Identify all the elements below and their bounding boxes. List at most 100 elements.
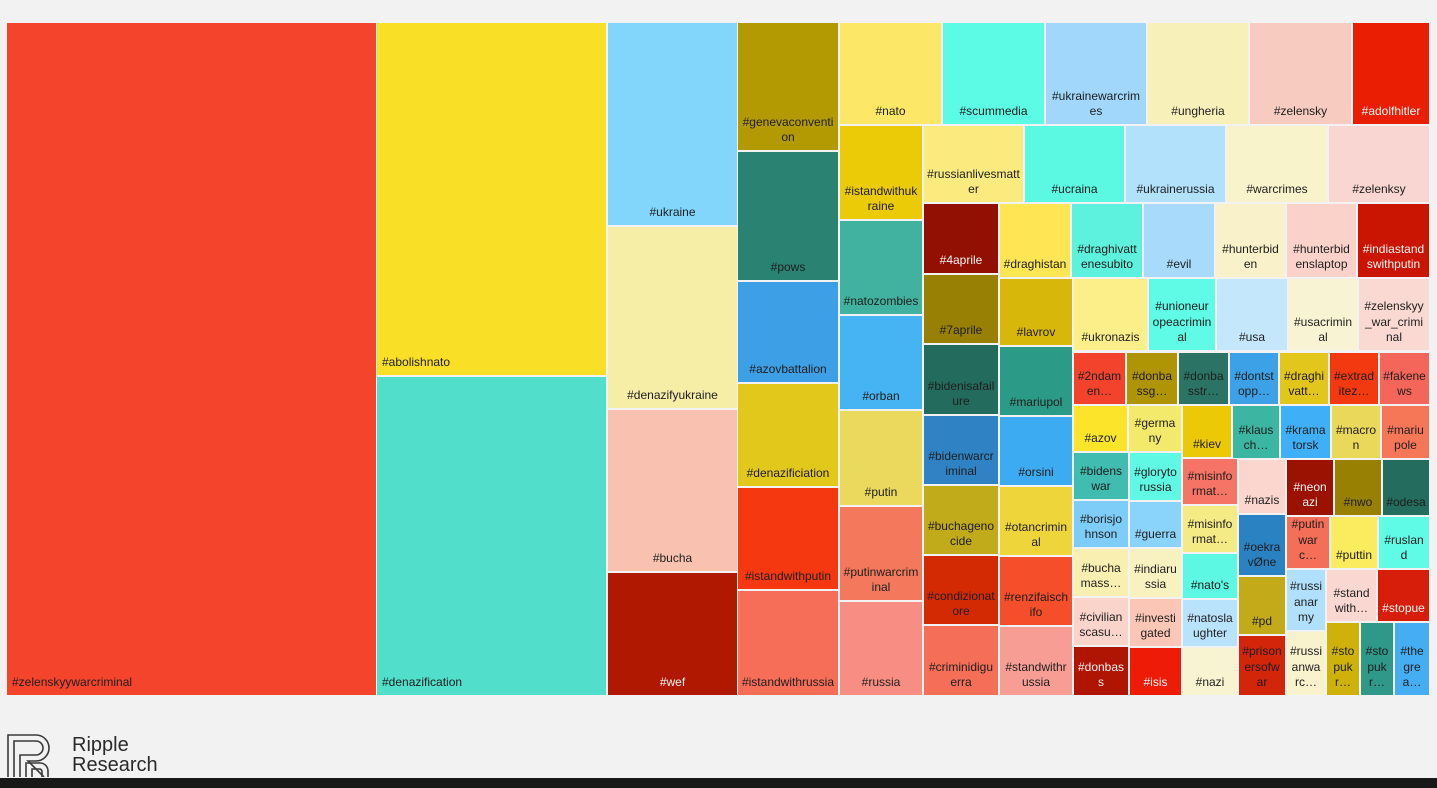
treemap-tile[interactable]: #oekravØne [1239,515,1285,575]
treemap-tile[interactable]: #azovbattalion [738,282,838,382]
treemap-tile[interactable]: #7aprile [924,275,998,343]
treemap-tile[interactable]: #2ndamen… [1074,353,1125,404]
treemap-tile[interactable]: #warcrimes [1227,126,1327,202]
treemap-tile[interactable]: #dontstopp… [1230,353,1278,404]
treemap-tile[interactable]: #ukrainerussia [1126,126,1225,202]
treemap-tile[interactable]: #usacriminal [1289,279,1357,350]
treemap-tile[interactable]: #donbasstr… [1179,353,1228,404]
treemap-tile[interactable]: #kiev [1183,406,1231,457]
treemap-tile[interactable]: #russia [840,602,922,695]
treemap-tile[interactable]: #scummedia [943,23,1044,124]
treemap-tile[interactable]: #nazis [1239,460,1285,513]
treemap-tile[interactable]: #indiastandswithputin [1358,204,1429,277]
treemap-tile[interactable]: #denazificiation [738,384,838,486]
treemap-tile[interactable]: #zelenksy [1329,126,1429,202]
treemap-tile[interactable]: #draghivattenesubito [1072,204,1142,277]
treemap-tile[interactable]: #puttin [1331,517,1377,568]
treemap-tile[interactable]: #hunterbidenslaptop [1287,204,1356,277]
treemap-tile[interactable]: #istandwithrussia [738,591,838,695]
treemap-tile[interactable]: #extraditez… [1330,353,1378,404]
treemap-tile[interactable]: #zelensky [1250,23,1351,124]
treemap-tile[interactable]: #unioneuropeacriminal [1149,279,1215,350]
treemap-tile[interactable]: #draghivatt… [1280,353,1328,404]
treemap-tile[interactable]: #zelenskyywarcriminal [7,23,376,695]
treemap-tile[interactable]: #guerra [1130,502,1181,547]
treemap-tile[interactable]: #standwithrussia [1000,627,1072,695]
treemap-tile[interactable]: #rusland [1379,517,1429,568]
treemap-tile[interactable]: #borisjohnson [1074,501,1128,547]
treemap-tile[interactable]: #ukrainewarcrimes [1046,23,1146,124]
treemap-tile[interactable]: #nato [840,23,941,124]
treemap-tile[interactable]: #donbass [1074,647,1128,695]
treemap-tile[interactable]: #bidenisafailure [924,345,998,414]
treemap-tile[interactable]: #evil [1144,204,1214,277]
treemap-tile[interactable]: #buchagenocide [924,486,998,554]
treemap-tile[interactable]: #draghistan [1000,204,1070,277]
treemap-tile[interactable]: #putinwarc… [1287,517,1329,568]
treemap-tile[interactable]: #bidenwarcriminal [924,416,998,484]
treemap-tile[interactable]: #genevaconvention [738,23,838,150]
treemap-tile[interactable]: #usa [1217,279,1287,350]
treemap-tile[interactable]: #fakenews [1380,353,1429,404]
treemap-tile[interactable]: #pows [738,152,838,280]
treemap-tile[interactable]: #orsini [1000,417,1072,485]
treemap-tile[interactable]: #investigated [1130,599,1181,646]
treemap-tile[interactable]: #russianarmy [1287,570,1325,630]
treemap-tile[interactable]: #buchamass… [1074,549,1128,596]
treemap-tile[interactable]: #isis [1130,648,1181,695]
treemap-tile[interactable]: #abolishnato [377,23,606,375]
treemap-tile[interactable]: #putin [840,411,922,505]
treemap-tile[interactable]: #russianwarc… [1287,632,1325,695]
treemap-tile[interactable]: #pd [1239,577,1285,634]
treemap-tile[interactable]: #prisonersofwar [1239,636,1285,695]
treemap-tile[interactable]: #ukronazis [1074,279,1147,350]
treemap-tile[interactable]: #adolfhitler [1353,23,1429,124]
treemap-tile[interactable]: #bucha [608,410,737,571]
treemap-tile[interactable]: #ucraina [1025,126,1124,202]
treemap-tile[interactable]: #civilianscasu… [1074,598,1128,645]
treemap-tile[interactable]: #stopukr… [1327,623,1359,695]
treemap-tile[interactable]: #lavrov [1000,279,1072,345]
treemap-tile[interactable]: #natozombies [840,221,922,314]
treemap-tile[interactable]: #ungheria [1148,23,1248,124]
treemap-tile[interactable]: #nwo [1335,460,1381,515]
treemap-tile[interactable]: #criminidiguerra [924,626,998,695]
treemap-tile[interactable]: #macron [1332,406,1380,458]
treemap-tile[interactable]: #denazification [377,377,606,695]
treemap-tile[interactable]: #azov [1074,406,1127,451]
treemap-tile[interactable]: #mariupol [1000,347,1072,415]
treemap-tile[interactable]: #donbassg… [1127,353,1177,404]
treemap-tile[interactable]: #nazi [1183,648,1237,695]
treemap-tile[interactable]: #istandwithukraine [840,126,922,219]
treemap-tile[interactable]: #stopue [1378,570,1429,621]
treemap-tile[interactable]: #mariupole [1382,406,1429,458]
treemap-tile[interactable]: #putinwarcriminal [840,507,922,600]
treemap-tile[interactable]: #neonazi [1287,460,1333,515]
treemap-tile[interactable]: #nato's [1183,554,1237,598]
treemap-tile[interactable]: #thegrea… [1395,623,1429,695]
treemap-tile[interactable]: #kramatorsk [1281,406,1330,458]
treemap-tile[interactable]: #otancriminal [1000,487,1072,555]
treemap-tile[interactable]: #misinformat… [1183,506,1237,552]
treemap-tile[interactable]: #glorytorussia [1130,453,1181,500]
treemap-tile[interactable]: #odesa [1383,460,1429,515]
treemap-tile[interactable]: #orban [840,316,922,409]
treemap-tile[interactable]: #renzifaischifo [1000,557,1072,625]
treemap-tile[interactable]: #4aprile [924,204,998,273]
treemap-tile[interactable]: #indiarussia [1130,549,1181,597]
treemap-tile[interactable]: #ukraine [608,23,737,225]
treemap-tile[interactable]: #klausch… [1233,406,1279,458]
treemap-tile[interactable]: #misinformat… [1183,459,1237,504]
treemap-tile[interactable]: #bidenswar [1074,453,1128,499]
treemap-tile[interactable]: #zelenskyy_war_criminal [1359,279,1429,350]
treemap-tile[interactable]: #istandwithputin [738,488,838,589]
treemap-tile[interactable]: #russianlivesmatter [924,126,1023,202]
treemap-tile[interactable]: #stopukr… [1361,623,1393,695]
treemap-tile[interactable]: #germany [1129,406,1181,451]
treemap-tile[interactable]: #denazifyukraine [608,227,737,408]
treemap-tile[interactable]: #hunterbiden [1216,204,1285,277]
treemap-tile[interactable]: #wef [608,573,737,695]
treemap-tile[interactable]: #condizionatore [924,556,998,624]
treemap-tile[interactable]: #natoslaughter [1183,600,1237,646]
treemap-tile[interactable]: #standwith… [1327,570,1376,621]
